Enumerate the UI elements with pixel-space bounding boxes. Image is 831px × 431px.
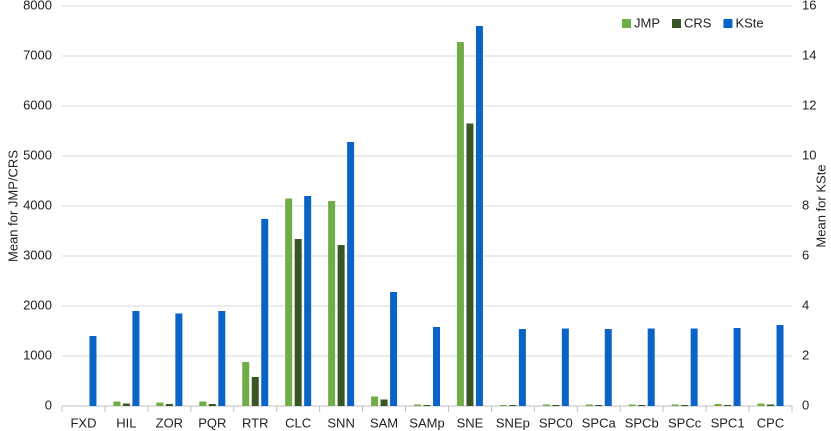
bar [690,328,698,406]
y-tick-label: 6000 [23,97,52,112]
bar [638,405,646,406]
bar [456,42,464,406]
y-tick-label: 0 [45,397,52,412]
y-tick-label: 7000 [23,47,52,62]
bar [89,336,97,406]
x-tick-label: SPCa [582,415,617,430]
x-tick-label: SAMp [409,415,444,430]
y2-tick-label: 14 [802,47,816,62]
bar [165,404,173,406]
bar [647,328,655,406]
y2-tick-label: 2 [802,347,809,362]
y-axis-title: Mean for JMP/CRS [5,150,20,262]
bar [251,377,259,406]
x-tick-label: PQR [198,415,226,430]
x-tick-label: CLC [285,415,311,430]
bar [208,404,216,406]
bar [380,399,388,406]
y-tick-label: 3000 [23,247,52,262]
bar [509,405,517,406]
bar [466,123,474,406]
bar [433,327,440,406]
bar [218,311,226,406]
y-tick-label: 5000 [23,147,52,162]
legend-label: KSte [735,15,763,30]
legend-swatch [723,19,733,28]
bar [595,405,603,406]
bar [113,401,121,406]
y-tick-label: 8000 [23,0,52,12]
bar [337,245,345,406]
y2-tick-label: 16 [802,0,816,12]
bar [604,329,612,406]
bar [518,329,526,406]
bar [776,325,784,406]
x-tick-label: SNN [327,415,354,430]
x-tick-label: SPCc [668,415,702,430]
legend-label: JMP [634,15,660,30]
bar [724,405,732,406]
legend-swatch [672,19,681,28]
y2-tick-label: 10 [802,147,816,162]
bar [561,328,569,406]
x-tick-label: ZOR [156,415,183,430]
bar [681,405,689,406]
bar [733,328,741,406]
x-tick-label: CPC [757,415,784,430]
y2-axis-title: Mean for KSte [813,164,828,247]
bar [347,142,355,406]
bar [542,404,550,406]
bar [499,405,507,406]
x-tick-label: SAM [370,415,398,430]
bar [261,219,269,406]
bar [371,396,379,406]
y2-tick-label: 6 [802,247,809,262]
bar [475,26,483,406]
x-tick-label: SPC0 [539,415,573,430]
bar [423,405,431,406]
bar [390,292,398,406]
bar [628,404,636,406]
bar [767,404,775,406]
y2-tick-label: 12 [802,97,816,112]
x-tick-label: RTR [242,415,268,430]
y2-tick-label: 4 [802,297,809,312]
legend-label: CRS [684,15,712,30]
x-tick-label: SPCb [625,415,659,430]
y2-tick-label: 8 [802,197,809,212]
bar [585,404,593,406]
bar [156,402,164,406]
legend-swatch [622,19,631,28]
bar [242,362,250,406]
bar [328,201,336,406]
y-tick-label: 2000 [23,297,52,312]
bar [757,403,765,406]
bar [294,239,302,406]
bar [304,196,312,406]
x-tick-label: SNEp [496,415,530,430]
bar [414,404,421,406]
x-tick-label: HIL [116,415,136,430]
bar [122,403,130,406]
bar [132,311,140,406]
x-tick-label: SNE [457,415,484,430]
bar [552,405,560,406]
bar [175,313,183,406]
bar [714,404,722,406]
y2-tick-label: 0 [802,397,809,412]
y-tick-label: 4000 [23,197,52,212]
bar [285,198,293,406]
x-tick-label: FXD [70,415,96,430]
bar [671,404,679,406]
bar [199,401,207,406]
y-tick-label: 1000 [23,347,52,362]
x-tick-label: SPC1 [711,415,745,430]
